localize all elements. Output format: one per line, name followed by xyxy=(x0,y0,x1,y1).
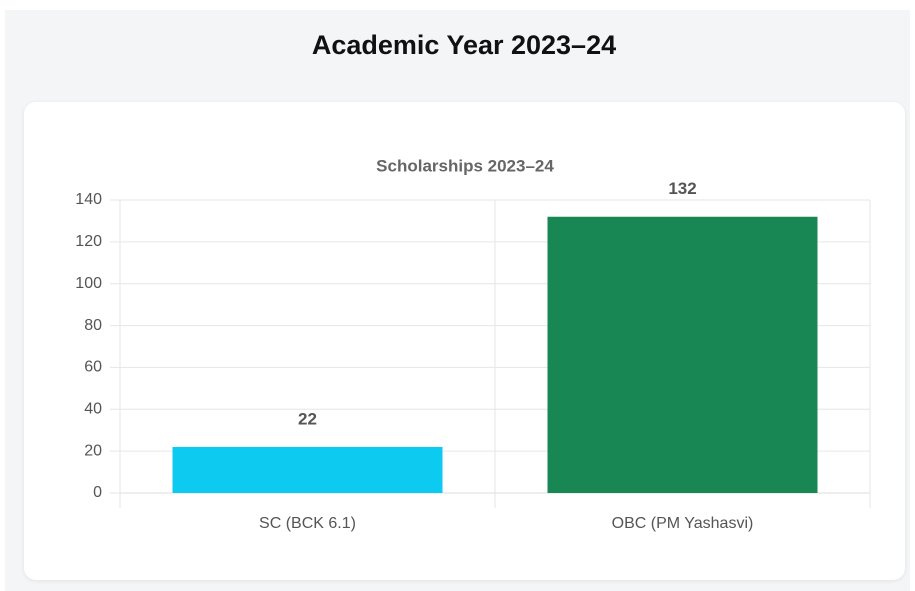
x-tick-label: SC (BCK 6.1) xyxy=(259,515,356,532)
y-tick-label: 0 xyxy=(93,484,102,501)
y-tick-label: 120 xyxy=(75,233,102,250)
chart-title: Scholarships 2023–24 xyxy=(376,156,554,175)
bar xyxy=(547,216,818,493)
y-tick-label: 100 xyxy=(75,275,102,292)
y-tick-label: 20 xyxy=(84,442,102,459)
y-tick-label: 80 xyxy=(84,317,102,334)
y-tick-label: 140 xyxy=(75,191,102,208)
x-tick-label: OBC (PM Yashasvi) xyxy=(612,515,754,532)
y-tick-label: 60 xyxy=(84,359,102,376)
bar xyxy=(172,446,443,493)
value-label: 132 xyxy=(668,179,696,198)
page-heading: Academic Year 2023–24 xyxy=(311,30,617,60)
value-label: 22 xyxy=(298,409,317,428)
y-tick-label: 40 xyxy=(84,401,102,418)
